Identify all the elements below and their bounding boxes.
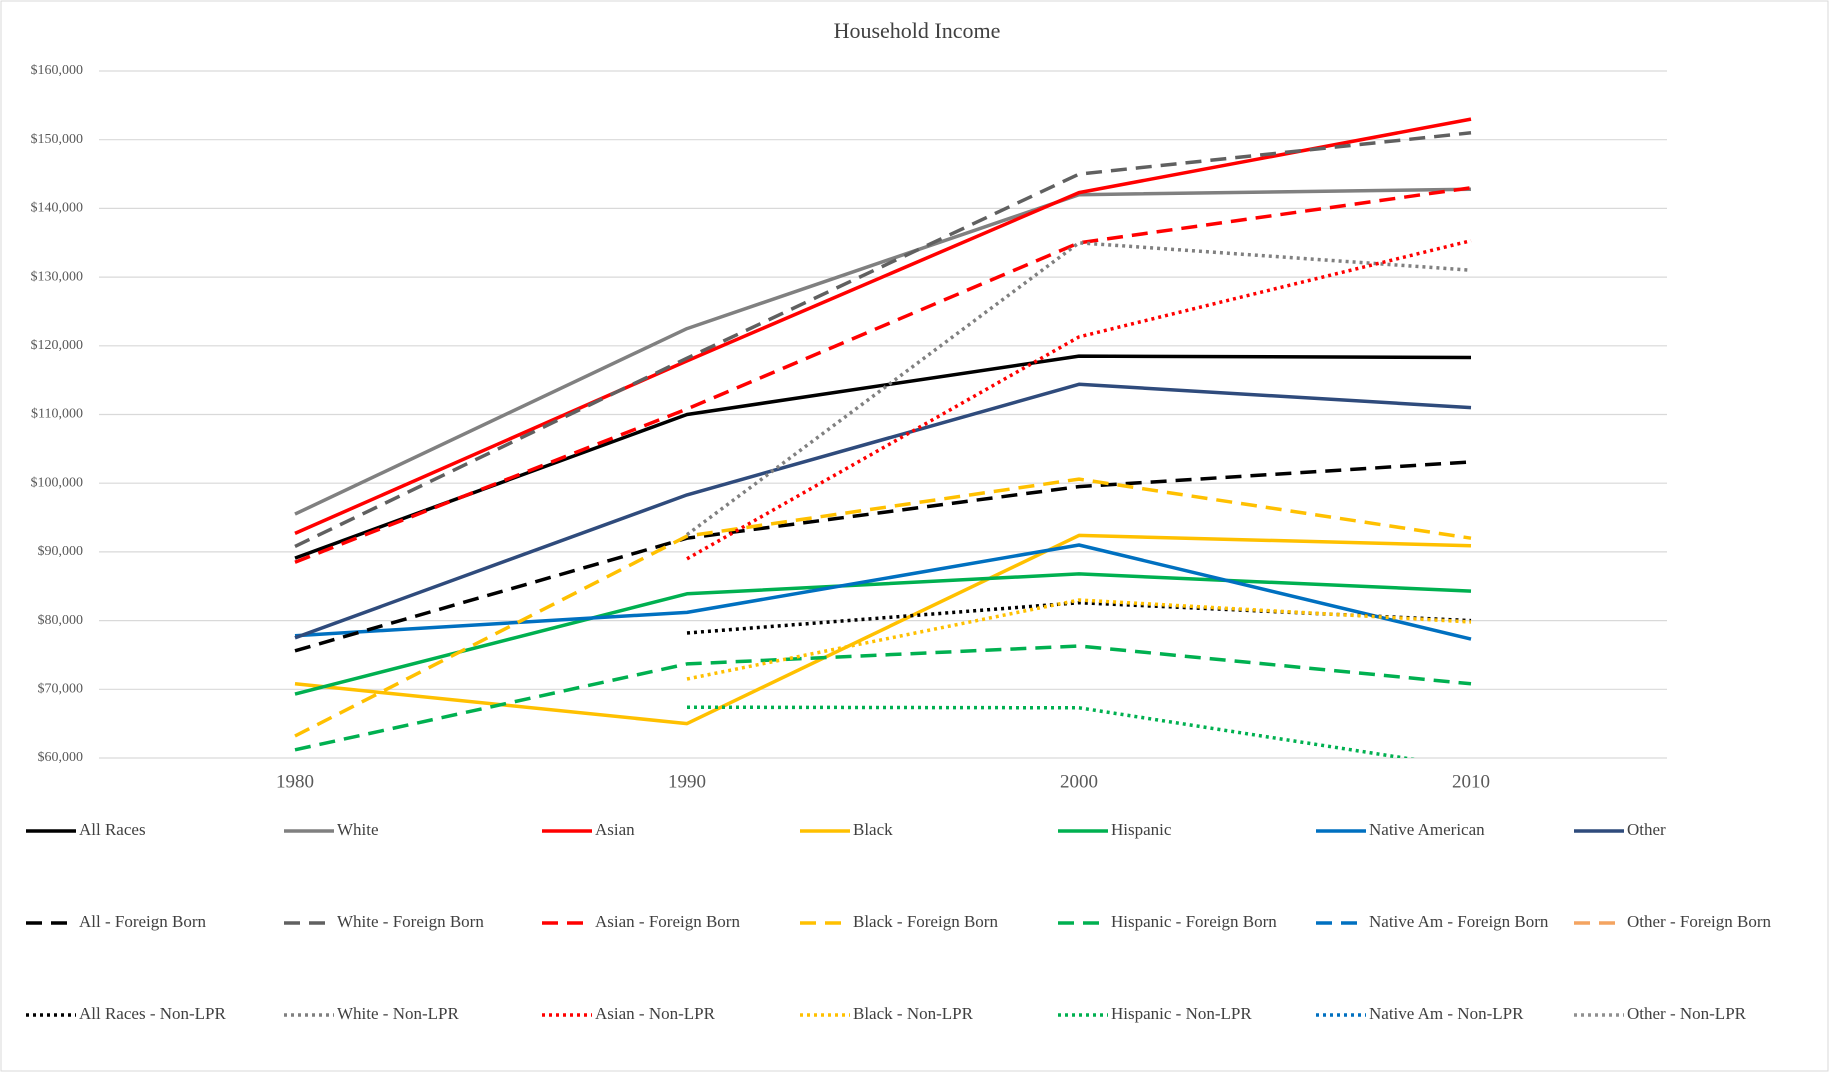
legend-label: Hispanic - Non-LPR xyxy=(1111,1004,1252,1023)
legend-label: White - Non-LPR xyxy=(337,1004,459,1023)
series-line xyxy=(294,186,1472,564)
series-line xyxy=(294,543,1472,641)
series-line xyxy=(294,533,1472,726)
y-tick-label: $90,000 xyxy=(38,544,84,559)
legend-label: Black - Foreign Born xyxy=(853,912,998,931)
legend-label: All Races - Non-LPR xyxy=(79,1004,227,1023)
series-line xyxy=(686,705,1416,758)
series-line xyxy=(294,572,1472,696)
legend-label: All Races xyxy=(79,820,146,839)
legend-label: Asian xyxy=(595,820,635,839)
legend-label: Hispanic - Foreign Born xyxy=(1111,912,1277,931)
legend-label: Native Am - Foreign Born xyxy=(1369,912,1549,931)
series-line xyxy=(294,187,1472,516)
x-tick-label: 1980 xyxy=(276,771,314,792)
legend-label: Black xyxy=(853,820,893,839)
y-tick-label: $110,000 xyxy=(31,407,83,422)
y-tick-label: $150,000 xyxy=(31,132,84,147)
series-line xyxy=(294,460,1472,653)
legend-label: Black - Non-LPR xyxy=(853,1004,974,1023)
series-line xyxy=(685,241,1472,537)
legend-label: White xyxy=(337,820,379,839)
y-tick-label: $140,000 xyxy=(31,201,84,216)
y-tick-label: $60,000 xyxy=(38,750,84,765)
chart-title: Household Income xyxy=(834,18,1001,43)
series-line xyxy=(294,131,1472,548)
series-line xyxy=(294,382,1472,640)
legend-label: Other - Foreign Born xyxy=(1627,912,1772,931)
legend-label: Asian - Foreign Born xyxy=(595,912,740,931)
y-tick-label: $70,000 xyxy=(38,682,84,697)
series-line xyxy=(686,598,1472,681)
legend-label: Other xyxy=(1627,820,1666,839)
x-tick-label: 2000 xyxy=(1060,771,1098,792)
y-tick-label: $160,000 xyxy=(31,63,84,78)
series-line xyxy=(686,239,1472,561)
x-tick-label: 2010 xyxy=(1452,771,1490,792)
series-line xyxy=(294,644,1472,752)
legend-label: Native Am - Non-LPR xyxy=(1369,1004,1524,1023)
legend-label: All - Foreign Born xyxy=(79,912,207,931)
legend-label: Hispanic xyxy=(1111,820,1172,839)
series-line xyxy=(686,600,1472,635)
legend-label: Other - Non-LPR xyxy=(1627,1004,1747,1023)
legend-label: White - Foreign Born xyxy=(337,912,484,931)
legend-label: Native American xyxy=(1369,820,1485,839)
legend-label: Asian - Non-LPR xyxy=(595,1004,716,1023)
y-tick-label: $120,000 xyxy=(31,338,84,353)
y-tick-label: $130,000 xyxy=(31,269,84,284)
series-line xyxy=(294,477,1472,738)
series-line xyxy=(294,117,1472,536)
x-tick-label: 1990 xyxy=(668,771,706,792)
y-tick-label: $80,000 xyxy=(38,613,84,628)
y-tick-label: $100,000 xyxy=(31,475,84,490)
